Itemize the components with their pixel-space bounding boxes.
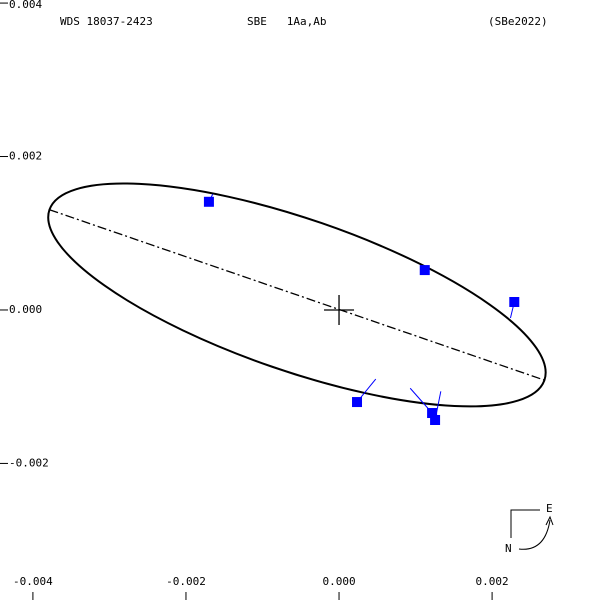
observation [427,408,438,419]
x-tick-label: -0.004 [13,575,53,588]
compass-east: E [546,502,553,515]
compass-axes [510,509,540,538]
compass-arrow [518,519,551,550]
y-tick-label: -0.002 [9,456,49,469]
reference: (SBe2022) [488,15,548,28]
observation [419,265,430,276]
y-tick-label: 0.004 [9,0,42,11]
observation [352,397,363,408]
x-tick-label: -0.002 [166,575,206,588]
x-tick-label: 0.002 [476,575,509,588]
observation [203,196,214,207]
y-tick-label: 0.002 [9,150,42,163]
y-tick-label: 0.000 [9,303,42,316]
chart-title: WDS 18037-2423 [60,15,153,28]
observation [509,296,520,307]
compass-arrowhead [545,515,554,526]
line-of-apsides [49,209,545,381]
compass-north: N [505,542,512,555]
chart-subtitle: SBE 1Aa,Ab [247,15,326,28]
observation [430,415,441,425]
primary-star [324,294,355,325]
compass [510,509,554,550]
x-tick-label: 0.000 [322,575,355,588]
